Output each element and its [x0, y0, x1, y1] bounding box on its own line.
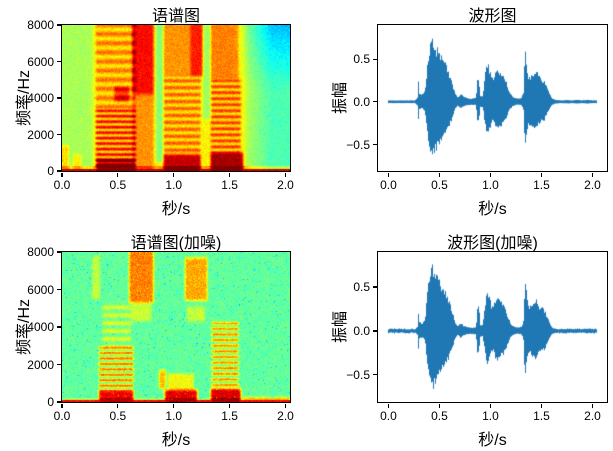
- plot-area: [376, 250, 608, 403]
- x-tick-label: 0.0: [380, 409, 397, 423]
- y-tick-label: 2000: [27, 357, 54, 372]
- x-tick-mark: [117, 403, 119, 408]
- x-tick-label: 1.0: [482, 178, 499, 192]
- x-tick-mark: [229, 172, 231, 177]
- plot-area: [60, 250, 291, 403]
- y-tick-label: 6000: [27, 282, 54, 297]
- y-tick-mark: [56, 97, 61, 99]
- y-tick-mark: [372, 58, 377, 60]
- waveform-plot: [377, 251, 607, 402]
- x-tick-label: 1.5: [533, 409, 550, 423]
- plot-title: 语谱图: [151, 8, 200, 25]
- y-tick-label: −0.5: [346, 367, 370, 382]
- y-tick-label: 2000: [27, 127, 54, 142]
- x-tick-label: 0.5: [431, 409, 448, 423]
- plot-title: 波形图: [468, 8, 517, 25]
- x-tick-label: 1.5: [533, 178, 550, 192]
- x-axis-label: 秒/s: [161, 201, 191, 218]
- y-tick-mark: [372, 286, 377, 288]
- x-axis-label: 秒/s: [478, 432, 507, 449]
- plot-title: 语谱图(加噪): [130, 235, 222, 252]
- plot-area: [60, 23, 291, 172]
- y-tick-label: 6000: [27, 54, 54, 69]
- y-tick-label: 4000: [27, 320, 54, 334]
- x-tick-label: 1.5: [221, 409, 238, 423]
- y-tick-mark: [372, 374, 377, 376]
- plot-area: [376, 23, 608, 172]
- y-tick-mark: [372, 143, 377, 146]
- spectrogram-image: [61, 24, 290, 171]
- x-tick-mark: [61, 403, 63, 408]
- y-tick-mark: [56, 288, 61, 291]
- waveform-plot: [377, 24, 607, 171]
- x-tick-label: 0.5: [109, 409, 127, 423]
- y-tick-label: 0.5: [353, 280, 370, 295]
- y-tick-label: 8000: [27, 18, 54, 32]
- x-tick-mark: [173, 403, 175, 408]
- y-tick-mark: [56, 326, 61, 328]
- x-tick-mark: [229, 403, 231, 408]
- x-axis-label: 秒/s: [161, 432, 191, 449]
- x-tick-mark: [117, 172, 119, 177]
- x-tick-mark: [540, 403, 543, 408]
- x-tick-mark: [173, 172, 175, 177]
- x-tick-label: 1.5: [221, 178, 238, 192]
- y-tick-mark: [56, 133, 61, 136]
- y-tick-mark: [56, 363, 61, 366]
- x-tick-label: 2.0: [277, 409, 294, 423]
- y-tick-label: 0.5: [353, 52, 370, 67]
- y-tick-label: 8000: [27, 245, 54, 259]
- y-tick-mark: [372, 101, 377, 103]
- x-tick-mark: [387, 403, 389, 408]
- x-tick-label: 0.0: [53, 409, 71, 423]
- x-tick-label: 0.0: [380, 178, 397, 192]
- y-tick-mark: [56, 401, 61, 403]
- x-tick-mark: [387, 172, 389, 177]
- spectrogram-image: [61, 251, 290, 402]
- x-tick-mark: [61, 172, 63, 177]
- y-tick-label: 0: [47, 164, 54, 178]
- x-tick-mark: [438, 403, 441, 408]
- x-tick-label: 1.0: [165, 409, 183, 423]
- y-tick-label: 0.0: [353, 94, 370, 109]
- y-tick-mark: [56, 60, 61, 63]
- plot-title: 波形图(加噪): [447, 235, 538, 252]
- y-tick-mark: [56, 170, 61, 172]
- x-tick-label: 0.5: [431, 178, 448, 192]
- x-tick-mark: [489, 403, 492, 408]
- x-tick-mark: [284, 172, 287, 177]
- x-tick-label: 1.0: [165, 178, 183, 192]
- y-tick-label: −0.5: [346, 137, 370, 152]
- y-tick-label: 0: [47, 395, 54, 409]
- x-tick-label: 2.0: [277, 178, 294, 192]
- x-tick-label: 2.0: [584, 409, 601, 423]
- x-tick-label: 0.0: [53, 178, 71, 192]
- x-tick-mark: [284, 403, 287, 408]
- x-tick-mark: [489, 172, 492, 177]
- x-tick-mark: [540, 172, 543, 177]
- x-tick-mark: [438, 172, 441, 177]
- y-tick-mark: [56, 251, 61, 253]
- x-tick-mark: [591, 172, 594, 177]
- y-tick-label: 4000: [27, 91, 54, 105]
- x-tick-label: 0.5: [109, 178, 127, 192]
- y-tick-mark: [56, 24, 61, 26]
- x-tick-mark: [591, 403, 594, 408]
- x-tick-label: 2.0: [584, 178, 601, 192]
- y-tick-mark: [372, 330, 377, 332]
- y-tick-label: 0.0: [353, 323, 370, 338]
- x-axis-label: 秒/s: [478, 201, 507, 218]
- x-tick-label: 1.0: [482, 409, 499, 423]
